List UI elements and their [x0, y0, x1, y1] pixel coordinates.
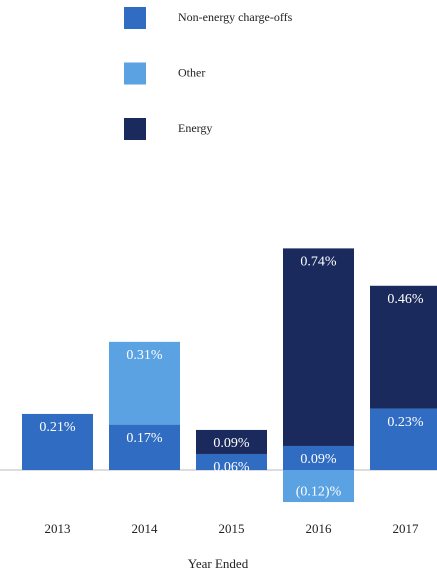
data-label: 0.46%: [387, 292, 424, 307]
x-tick-label: 2014: [132, 521, 159, 536]
bar-segment: [196, 429, 267, 454]
legend-label: Non-energy charge-offs: [178, 10, 293, 24]
bar-segment: [196, 453, 267, 470]
x-axis-title: Year Ended: [188, 556, 249, 571]
legend-swatch: [124, 7, 146, 29]
legend-swatch: [124, 62, 146, 85]
data-label: 0.09%: [213, 436, 250, 451]
bar-segment: [283, 470, 354, 503]
bar-segment: [109, 341, 180, 425]
x-tick-label: 2016: [306, 521, 333, 536]
data-label: (0.12)%: [296, 484, 342, 499]
data-label: 0.21%: [39, 420, 76, 435]
bar-segment: [283, 445, 354, 470]
bar-segment: [370, 408, 437, 470]
bar-segment: [22, 413, 93, 470]
bar-segment: [283, 248, 354, 446]
data-label: 0.74%: [300, 255, 337, 270]
bar-segment: [109, 424, 180, 470]
x-tick-label: 2015: [219, 521, 245, 536]
legend-label: Energy: [178, 121, 212, 135]
legend-label: Other: [178, 65, 205, 79]
data-label: 0.17%: [126, 431, 163, 446]
data-label: 0.23%: [387, 415, 424, 430]
data-label: 0.06%: [213, 460, 250, 475]
data-label: 0.31%: [126, 348, 163, 363]
legend-swatch: [124, 118, 146, 140]
x-tick-label: 2017: [393, 521, 420, 536]
data-label: 0.09%: [300, 452, 337, 467]
x-tick-label: 2013: [45, 521, 71, 536]
bar-segment: [370, 285, 437, 409]
